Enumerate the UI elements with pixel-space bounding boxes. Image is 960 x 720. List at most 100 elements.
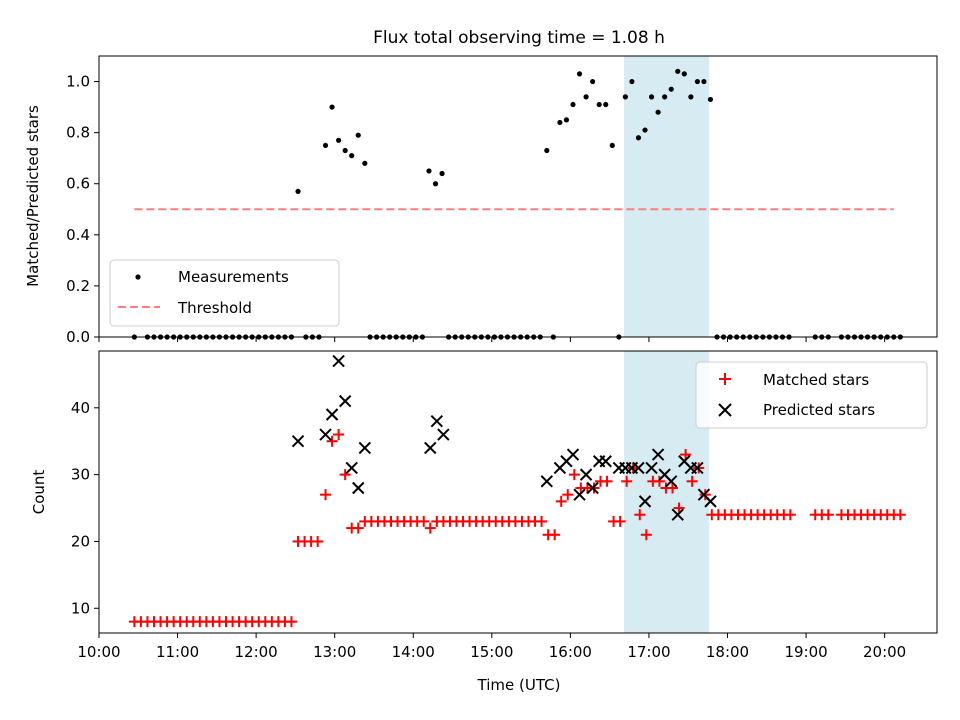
matched-star-point <box>634 509 646 521</box>
x-tick-label: 13:00 <box>313 643 356 661</box>
measurement-point <box>576 71 583 77</box>
measurement-point <box>688 94 694 100</box>
measurement-point <box>648 94 655 100</box>
matched-star-point <box>549 529 561 541</box>
matched-star-point <box>339 469 351 481</box>
legend-label-threshold: Threshold <box>177 299 252 317</box>
y-tick-label: 10 <box>71 599 90 617</box>
predicted-star-point <box>540 475 554 488</box>
measurement-point <box>439 170 445 177</box>
measurement-point <box>668 86 674 92</box>
x-axis-label: Time (UTC) <box>477 676 561 694</box>
y-tick-label: 40 <box>71 399 90 417</box>
count-points <box>128 354 906 628</box>
measurement-point <box>603 101 609 108</box>
predicted-star-point <box>704 495 717 508</box>
measurement-point <box>583 94 589 100</box>
measurement-point <box>701 78 707 85</box>
predicted-star-point <box>345 461 358 475</box>
predicted-star-point <box>586 481 599 495</box>
matched-star-point <box>562 489 574 501</box>
measurement-point <box>609 142 615 149</box>
predicted-star-point <box>599 455 612 468</box>
measurement-point <box>349 153 355 159</box>
predicted-star-point <box>338 394 352 408</box>
legend-label-measurements: Measurements <box>178 268 289 286</box>
y-tick-label: 30 <box>71 466 90 484</box>
predicted-star-point <box>352 481 365 495</box>
measurement-points <box>131 68 903 340</box>
measurement-point <box>355 132 361 138</box>
legend-marker-measurements <box>135 274 141 280</box>
predicted-star-point <box>651 448 665 461</box>
measurement-point <box>362 160 368 166</box>
matched-star-point <box>320 489 332 501</box>
legend: Matched stars Predicted stars <box>695 361 928 429</box>
predicted-star-point <box>632 461 645 475</box>
matched-star-point <box>640 529 652 541</box>
matched-star-point <box>822 509 834 521</box>
predicted-star-point <box>325 408 339 421</box>
x-tick-label: 15:00 <box>470 643 513 661</box>
predicted-star-point <box>437 428 450 441</box>
measurement-point <box>570 101 576 108</box>
matched-star-point <box>418 515 430 527</box>
y-axis-label: Count <box>30 470 48 515</box>
predicted-star-point <box>645 461 658 475</box>
measurement-point <box>336 137 342 143</box>
matched-star-point <box>784 509 796 521</box>
legend-box <box>109 259 340 327</box>
axes-frame <box>98 350 938 634</box>
x-tick-label: 16:00 <box>549 643 592 661</box>
measurement-point <box>694 78 700 85</box>
legend-label-matched: Matched stars <box>763 371 869 389</box>
predicted-star-point <box>691 461 704 475</box>
measurement-point <box>557 119 563 126</box>
measurement-point <box>426 168 432 174</box>
measurement-point <box>544 147 550 154</box>
measurement-point <box>329 104 335 110</box>
measurement-point <box>596 101 602 108</box>
measurement-point <box>629 78 635 85</box>
legend-label-predicted: Predicted stars <box>763 401 875 419</box>
measurement-point <box>432 181 439 187</box>
matched-star-point <box>333 429 345 441</box>
x-tick-label: 10:00 <box>77 643 120 661</box>
matched-star-point <box>621 475 633 487</box>
y-tick-label: 0.8 <box>66 124 90 142</box>
x-tick-label: 12:00 <box>235 643 278 661</box>
highlight-span <box>624 56 710 337</box>
matched-star-point <box>312 535 324 547</box>
predicted-star-point <box>291 435 305 448</box>
y-tick-label: 1.0 <box>66 73 90 91</box>
matched-star-point <box>326 435 338 447</box>
predicted-star-point <box>319 428 332 441</box>
y-tick-label: 0.0 <box>66 328 90 346</box>
matched-star-point <box>536 515 548 527</box>
matched-star-point <box>673 502 685 514</box>
legend-marker-predicted <box>718 403 732 417</box>
predicted-star-point <box>573 488 586 501</box>
x-tick-label: 17:00 <box>627 643 670 661</box>
measurement-point <box>322 142 329 149</box>
measurement-point <box>590 78 596 85</box>
predicted-star-point <box>671 508 684 521</box>
measurement-point <box>295 188 301 194</box>
x-axis-ticks: 10:00 11:00 12:00 13:00 14:00 15:00 16:00 17:00… <box>77 633 906 661</box>
predicted-star-point <box>579 468 593 481</box>
x-tick-label: 18:00 <box>706 643 749 661</box>
matched-star-point <box>285 616 297 628</box>
measurement-point <box>622 94 628 100</box>
matched-star-point <box>653 475 665 487</box>
measurement-point <box>563 117 570 123</box>
x-tick-label: 11:00 <box>156 643 199 661</box>
y-axis-label: Matched/Predicted stars <box>24 105 42 287</box>
measurement-point <box>675 68 681 74</box>
predicted-star-point <box>424 441 437 455</box>
predicted-star-point <box>358 441 372 455</box>
matched-star-point <box>667 482 679 494</box>
y-tick-label: 20 <box>71 532 90 550</box>
predicted-star-point <box>430 414 444 428</box>
measurement-point <box>681 71 687 77</box>
matched-star-point <box>424 522 436 534</box>
